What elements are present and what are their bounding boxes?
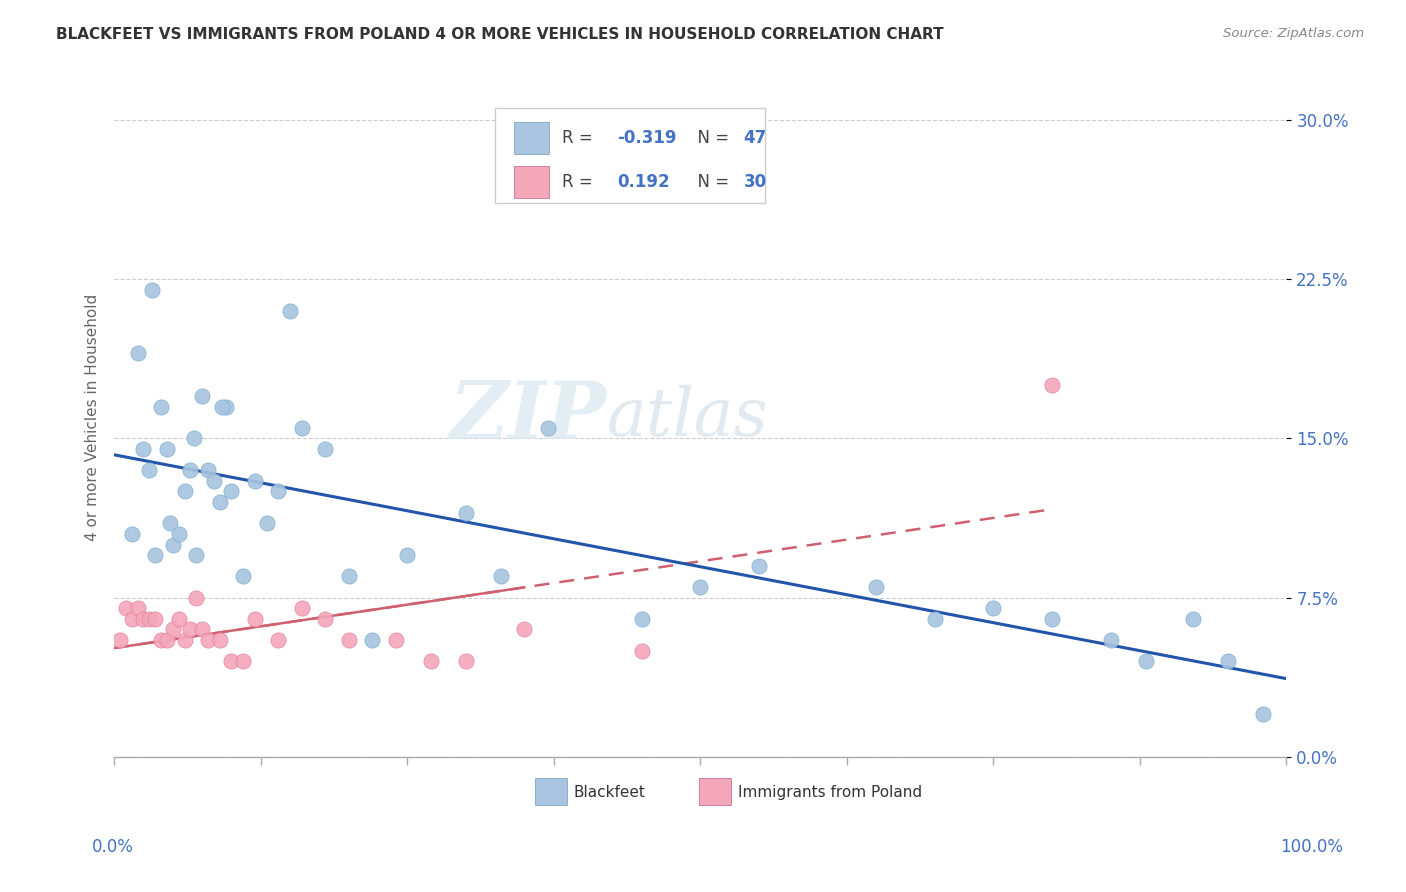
Point [191, 623, 214, 637]
Point [183, 431, 205, 445]
Point [924, 612, 946, 626]
Point [630, 643, 652, 657]
Point [162, 537, 184, 551]
Point [630, 612, 652, 626]
Point [1135, 654, 1157, 668]
Point [138, 612, 160, 626]
Text: -0.319: -0.319 [617, 129, 676, 147]
FancyBboxPatch shape [515, 167, 550, 198]
Point [179, 463, 201, 477]
Text: 47: 47 [744, 129, 766, 147]
Point [314, 612, 336, 626]
Point [221, 654, 243, 668]
Text: 0.192: 0.192 [617, 173, 669, 191]
Text: 100.0%: 100.0% [1279, 838, 1343, 856]
Point [197, 633, 219, 648]
Point [156, 633, 179, 648]
Point [138, 463, 160, 477]
Point [141, 283, 163, 297]
Point [191, 389, 214, 403]
Point [186, 591, 208, 605]
Point [202, 474, 225, 488]
Point [337, 633, 360, 648]
Point [197, 463, 219, 477]
Point [1040, 378, 1063, 392]
Point [454, 654, 477, 668]
Point [1099, 633, 1122, 648]
FancyBboxPatch shape [699, 778, 731, 805]
Point [513, 623, 536, 637]
Text: BLACKFEET VS IMMIGRANTS FROM POLAND 4 OR MORE VEHICLES IN HOUSEHOLD CORRELATION : BLACKFEET VS IMMIGRANTS FROM POLAND 4 OR… [56, 27, 943, 42]
FancyBboxPatch shape [515, 122, 550, 153]
Point [243, 612, 266, 626]
Y-axis label: 4 or more Vehicles in Household: 4 or more Vehicles in Household [86, 293, 100, 541]
Point [115, 601, 138, 615]
Text: ZIP: ZIP [450, 378, 606, 456]
Point [748, 558, 770, 573]
Point [291, 421, 314, 435]
Text: Blackfeet: Blackfeet [574, 785, 645, 800]
Point [396, 548, 419, 562]
Point [1181, 612, 1204, 626]
Point [1040, 612, 1063, 626]
Point [132, 612, 155, 626]
FancyBboxPatch shape [536, 778, 567, 805]
Point [489, 569, 512, 583]
Point [179, 623, 201, 637]
Point [232, 654, 254, 668]
Point [267, 633, 290, 648]
Point [454, 506, 477, 520]
Point [361, 633, 384, 648]
Point [211, 400, 233, 414]
Point [143, 548, 166, 562]
Point [121, 527, 143, 541]
Point [150, 400, 173, 414]
Text: 30: 30 [744, 173, 766, 191]
Point [314, 442, 336, 456]
Text: 0.0%: 0.0% [91, 838, 134, 856]
Point [150, 633, 173, 648]
Point [167, 612, 190, 626]
Point [162, 623, 184, 637]
Point [221, 484, 243, 499]
Point [173, 484, 195, 499]
Point [267, 484, 290, 499]
Point [108, 633, 131, 648]
Point [1251, 707, 1274, 722]
Point [127, 346, 149, 360]
Point [256, 516, 278, 531]
Point [537, 421, 560, 435]
Point [132, 442, 155, 456]
FancyBboxPatch shape [495, 108, 765, 203]
Point [208, 633, 231, 648]
Point [419, 654, 441, 668]
Point [232, 569, 254, 583]
Point [983, 601, 1005, 615]
Point [291, 601, 314, 615]
Text: R =: R = [562, 129, 598, 147]
Point [143, 612, 166, 626]
Point [214, 400, 236, 414]
Text: R =: R = [562, 173, 598, 191]
Point [337, 569, 360, 583]
Point [167, 527, 190, 541]
Point [186, 548, 208, 562]
Point [121, 612, 143, 626]
Point [127, 601, 149, 615]
Text: N =: N = [688, 129, 735, 147]
Text: atlas: atlas [606, 384, 768, 450]
Text: Source: ZipAtlas.com: Source: ZipAtlas.com [1223, 27, 1364, 40]
Point [278, 304, 301, 318]
Point [208, 495, 231, 509]
Point [243, 474, 266, 488]
Point [156, 442, 179, 456]
Point [865, 580, 887, 594]
Point [173, 633, 195, 648]
Point [159, 516, 181, 531]
Point [689, 580, 711, 594]
Point [384, 633, 406, 648]
Point [1216, 654, 1239, 668]
Text: Immigrants from Poland: Immigrants from Poland [738, 785, 922, 800]
Text: N =: N = [688, 173, 735, 191]
